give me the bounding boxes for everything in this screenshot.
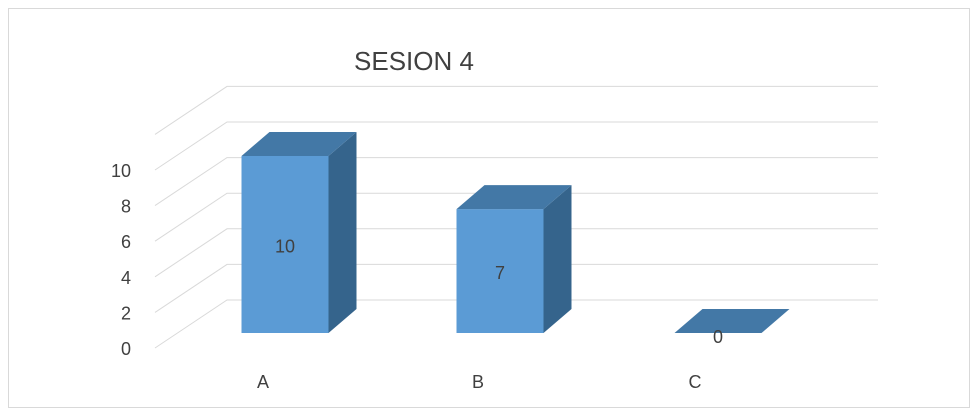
gridline bbox=[154, 192, 878, 242]
bar-a: 10 bbox=[241, 132, 357, 333]
data-label: 7 bbox=[495, 263, 505, 283]
bar-top bbox=[674, 309, 790, 333]
y-axis-ticks: 0 2 4 6 8 10 bbox=[111, 161, 131, 359]
gridline bbox=[154, 263, 878, 313]
x-tick-label: A bbox=[257, 372, 269, 392]
data-label: 0 bbox=[713, 327, 723, 347]
bar-side bbox=[328, 132, 357, 333]
y-tick-label: 8 bbox=[121, 197, 131, 217]
y-tick-label: 0 bbox=[121, 339, 131, 359]
x-tick-label: B bbox=[472, 372, 484, 392]
chart-title: SESION 4 bbox=[354, 46, 474, 76]
x-tick-label: C bbox=[689, 372, 702, 392]
gridline bbox=[154, 299, 878, 349]
bar-top bbox=[456, 185, 572, 210]
bar-front bbox=[456, 209, 544, 333]
bar-top bbox=[241, 132, 357, 156]
data-label: 10 bbox=[275, 237, 295, 257]
bar-front bbox=[241, 156, 329, 333]
gridline bbox=[154, 228, 878, 278]
bar-b: 7 bbox=[456, 185, 572, 333]
y-tick-label: 10 bbox=[111, 161, 131, 181]
gridline bbox=[154, 121, 878, 171]
y-tick-label: 2 bbox=[121, 303, 131, 323]
gridline bbox=[154, 157, 878, 207]
bar-c: 0 bbox=[674, 309, 790, 347]
gridlines bbox=[154, 85, 878, 349]
bar-side bbox=[543, 185, 572, 333]
gridline bbox=[154, 85, 878, 135]
y-tick-label: 6 bbox=[121, 232, 131, 252]
bars: 10 7 0 bbox=[241, 132, 790, 347]
x-axis-ticks: A B C bbox=[257, 372, 702, 392]
y-tick-label: 4 bbox=[121, 268, 131, 288]
